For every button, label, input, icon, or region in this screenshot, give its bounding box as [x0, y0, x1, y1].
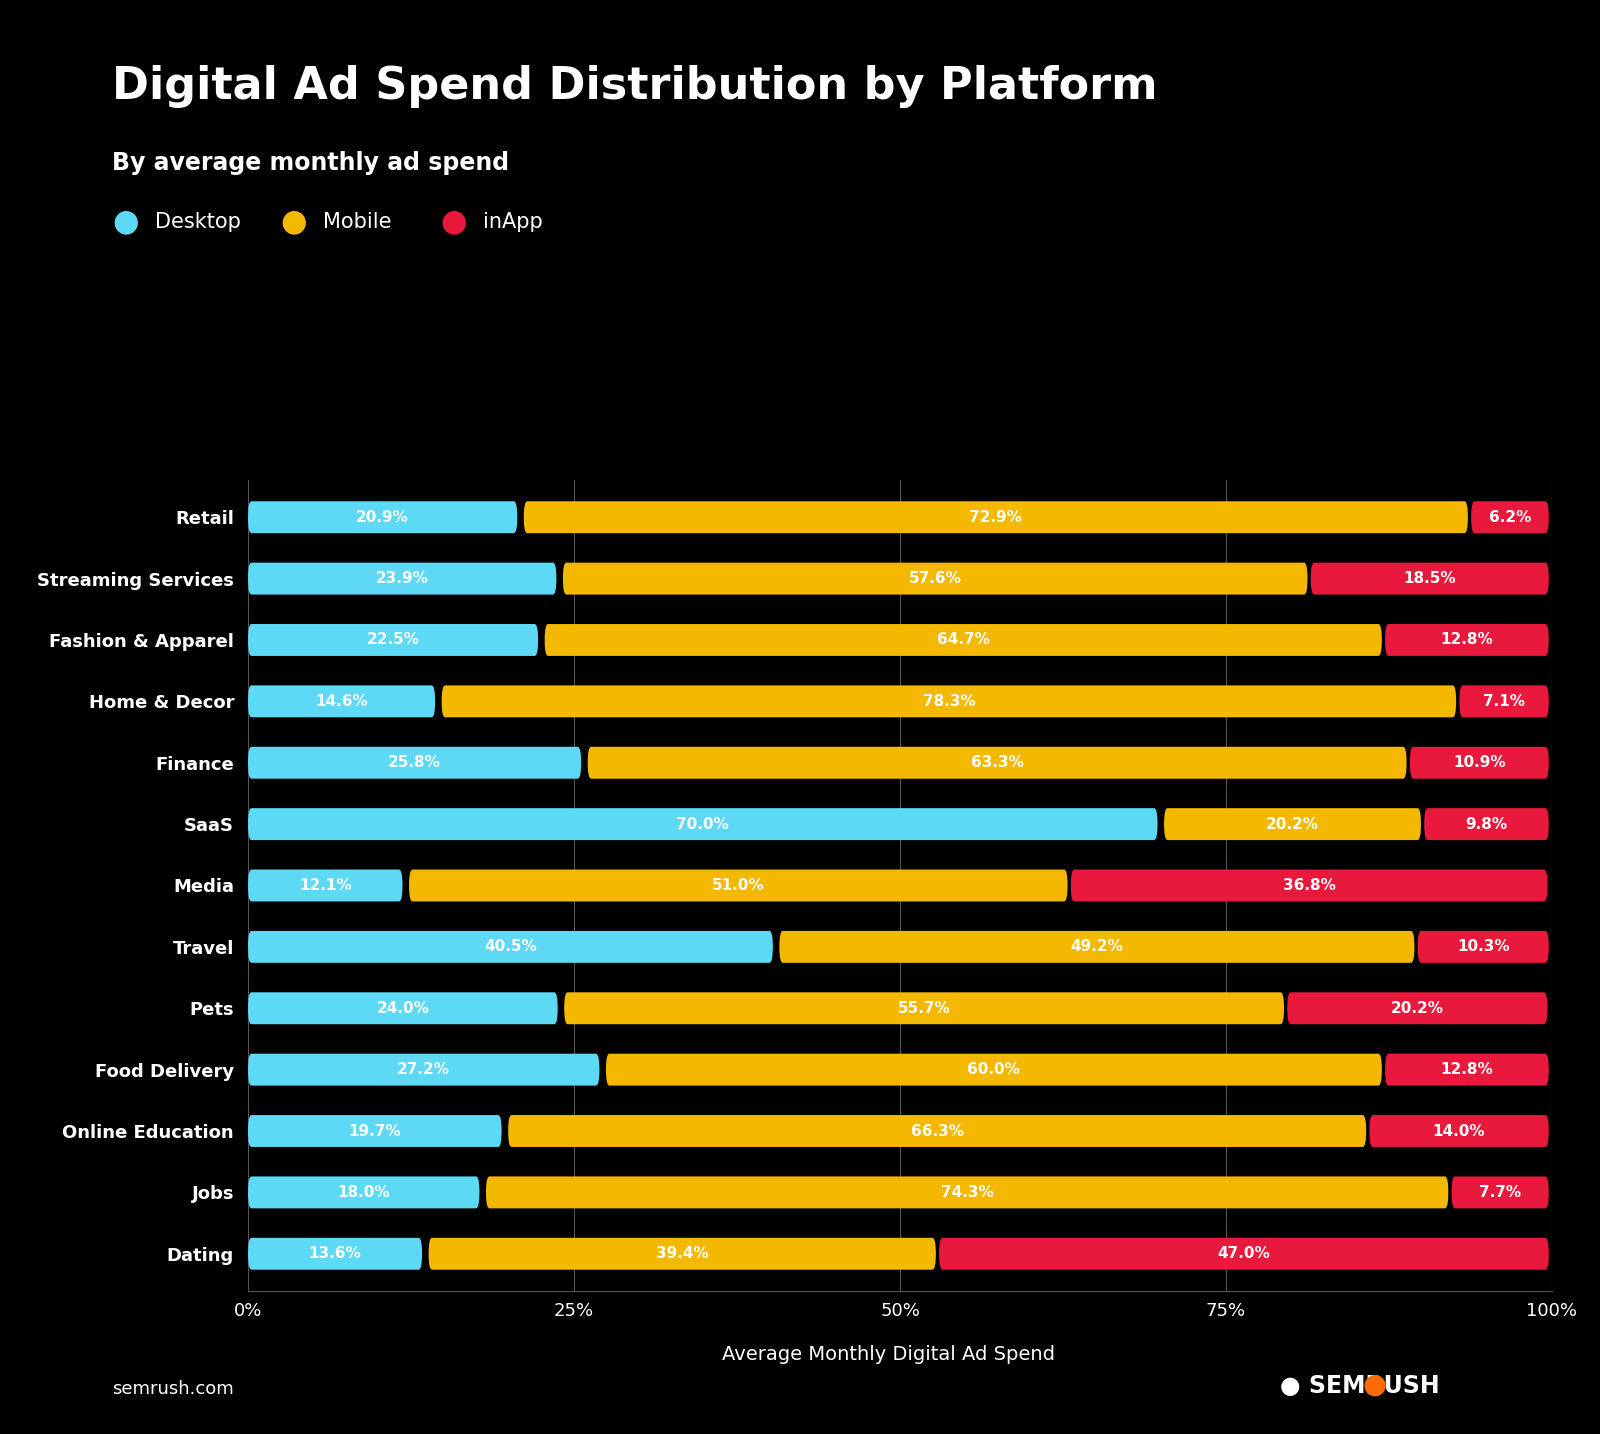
FancyBboxPatch shape: [248, 747, 581, 779]
FancyBboxPatch shape: [1459, 685, 1549, 717]
FancyBboxPatch shape: [1424, 809, 1549, 840]
Text: 27.2%: 27.2%: [397, 1063, 450, 1077]
FancyBboxPatch shape: [544, 624, 1382, 655]
FancyBboxPatch shape: [939, 1238, 1549, 1269]
Text: 64.7%: 64.7%: [938, 632, 990, 648]
Text: By average monthly ad spend: By average monthly ad spend: [112, 151, 509, 175]
FancyBboxPatch shape: [248, 809, 1157, 840]
FancyBboxPatch shape: [248, 624, 538, 655]
Text: 9.8%: 9.8%: [1466, 816, 1507, 832]
Text: 10.3%: 10.3%: [1458, 939, 1509, 955]
FancyBboxPatch shape: [509, 1116, 1366, 1147]
FancyBboxPatch shape: [248, 1238, 422, 1269]
FancyBboxPatch shape: [563, 562, 1307, 595]
FancyBboxPatch shape: [1386, 624, 1549, 655]
Text: ●: ●: [112, 208, 139, 237]
FancyBboxPatch shape: [248, 931, 773, 962]
Text: 70.0%: 70.0%: [677, 816, 730, 832]
FancyBboxPatch shape: [587, 747, 1406, 779]
FancyBboxPatch shape: [606, 1054, 1382, 1086]
Text: 49.2%: 49.2%: [1070, 939, 1123, 955]
FancyBboxPatch shape: [1070, 869, 1547, 902]
FancyBboxPatch shape: [1410, 747, 1549, 779]
Text: 60.0%: 60.0%: [968, 1063, 1021, 1077]
FancyBboxPatch shape: [1288, 992, 1547, 1024]
FancyBboxPatch shape: [248, 685, 435, 717]
Text: semrush.com: semrush.com: [112, 1380, 234, 1398]
Text: 10.9%: 10.9%: [1453, 756, 1506, 770]
Text: 47.0%: 47.0%: [1218, 1246, 1270, 1262]
Text: 22.5%: 22.5%: [366, 632, 419, 648]
Text: 7.1%: 7.1%: [1483, 694, 1525, 708]
Text: Digital Ad Spend Distribution by Platform: Digital Ad Spend Distribution by Platfor…: [112, 65, 1157, 108]
FancyBboxPatch shape: [248, 1116, 502, 1147]
Text: 72.9%: 72.9%: [970, 509, 1022, 525]
FancyBboxPatch shape: [248, 992, 558, 1024]
Text: 66.3%: 66.3%: [910, 1123, 963, 1139]
FancyBboxPatch shape: [1370, 1116, 1549, 1147]
Text: 20.2%: 20.2%: [1266, 816, 1318, 832]
FancyBboxPatch shape: [410, 869, 1067, 902]
Text: ●: ●: [1363, 1369, 1387, 1398]
FancyBboxPatch shape: [248, 1054, 600, 1086]
Text: 51.0%: 51.0%: [712, 878, 765, 893]
FancyBboxPatch shape: [248, 562, 557, 595]
FancyBboxPatch shape: [1418, 931, 1549, 962]
Text: 14.0%: 14.0%: [1432, 1123, 1485, 1139]
Text: 55.7%: 55.7%: [898, 1001, 950, 1015]
Text: 23.9%: 23.9%: [376, 571, 429, 587]
FancyBboxPatch shape: [248, 869, 403, 902]
Text: 20.9%: 20.9%: [357, 509, 410, 525]
FancyBboxPatch shape: [1165, 809, 1421, 840]
Text: 24.0%: 24.0%: [376, 1001, 429, 1015]
Text: 12.1%: 12.1%: [299, 878, 352, 893]
FancyBboxPatch shape: [1386, 1054, 1549, 1086]
Text: Desktop: Desktop: [155, 212, 242, 232]
Text: 39.4%: 39.4%: [656, 1246, 709, 1262]
FancyBboxPatch shape: [1470, 502, 1549, 533]
FancyBboxPatch shape: [1451, 1176, 1549, 1209]
FancyBboxPatch shape: [1310, 562, 1549, 595]
Text: 63.3%: 63.3%: [971, 756, 1024, 770]
Text: 12.8%: 12.8%: [1440, 1063, 1493, 1077]
Text: 57.6%: 57.6%: [909, 571, 962, 587]
Text: ●: ●: [280, 208, 307, 237]
FancyBboxPatch shape: [779, 931, 1414, 962]
Text: 18.5%: 18.5%: [1403, 571, 1456, 587]
Text: 12.8%: 12.8%: [1440, 632, 1493, 648]
FancyBboxPatch shape: [248, 502, 517, 533]
FancyBboxPatch shape: [442, 685, 1456, 717]
Text: 13.6%: 13.6%: [309, 1246, 362, 1262]
Text: 7.7%: 7.7%: [1478, 1184, 1522, 1200]
Text: Mobile: Mobile: [323, 212, 392, 232]
Text: 36.8%: 36.8%: [1283, 878, 1336, 893]
Text: Average Monthly Digital Ad Spend: Average Monthly Digital Ad Spend: [722, 1345, 1054, 1364]
FancyBboxPatch shape: [565, 992, 1285, 1024]
Text: 14.6%: 14.6%: [315, 694, 368, 708]
Text: 40.5%: 40.5%: [485, 939, 538, 955]
Text: 18.0%: 18.0%: [338, 1184, 390, 1200]
Text: 19.7%: 19.7%: [349, 1123, 402, 1139]
Text: 74.3%: 74.3%: [941, 1184, 994, 1200]
Text: inApp: inApp: [483, 212, 542, 232]
FancyBboxPatch shape: [523, 502, 1467, 533]
Text: 78.3%: 78.3%: [923, 694, 976, 708]
Text: ●: ●: [440, 208, 467, 237]
FancyBboxPatch shape: [429, 1238, 936, 1269]
FancyBboxPatch shape: [248, 1176, 480, 1209]
Text: ● SEMRUSH: ● SEMRUSH: [1280, 1374, 1440, 1398]
Text: 6.2%: 6.2%: [1488, 509, 1531, 525]
FancyBboxPatch shape: [486, 1176, 1448, 1209]
Text: 25.8%: 25.8%: [389, 756, 442, 770]
Text: 20.2%: 20.2%: [1390, 1001, 1443, 1015]
